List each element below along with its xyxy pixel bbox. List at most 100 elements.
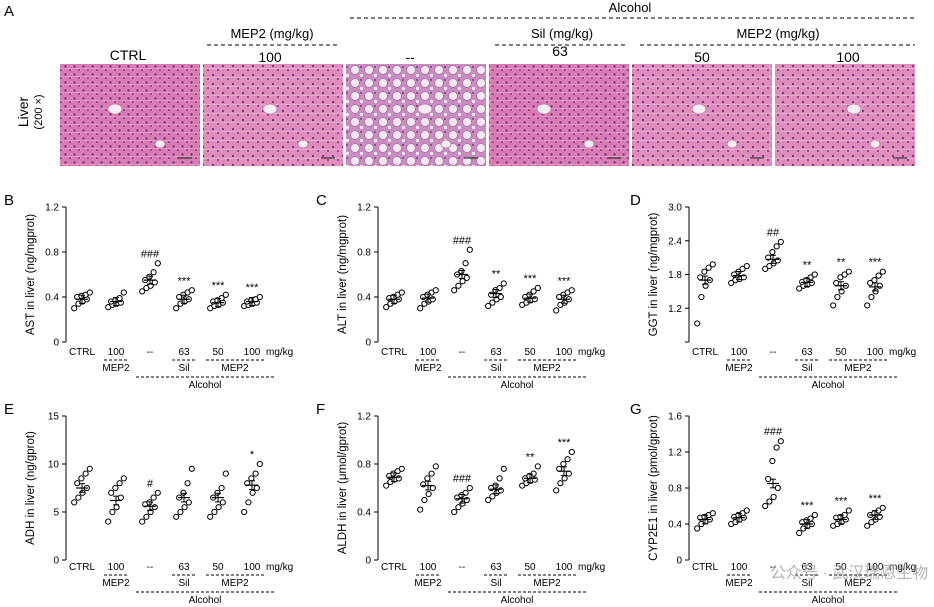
data-point [112, 484, 119, 492]
significance-mark: ### [453, 473, 472, 485]
data-point [837, 274, 844, 281]
x-tick-label: 100 [420, 562, 437, 573]
y-tick-label: 1.6 [668, 412, 682, 423]
data-point [151, 504, 158, 511]
data-point [796, 285, 803, 292]
alcohol-group-label: Alcohol [812, 380, 845, 391]
data-point [868, 293, 875, 301]
vessel-1 [262, 103, 278, 115]
data-point [466, 246, 473, 253]
x-tick-label: 100 [556, 347, 573, 358]
data-point [120, 475, 127, 482]
vessel-2 [417, 103, 433, 115]
data-point [561, 299, 568, 306]
data-point [463, 274, 470, 281]
unit-label: mg/kg [266, 562, 293, 573]
data-point [534, 284, 541, 292]
data-point [207, 513, 214, 520]
data-point [154, 489, 161, 496]
mep2-group-label: MEP2 [414, 363, 442, 374]
x-tick-label: CTRL [69, 562, 96, 573]
y-axis-label: ADH in liver (ng/gprot) [25, 431, 37, 545]
x-tick-label: 63 [801, 347, 813, 358]
micrograph-2 [346, 64, 486, 166]
data-point [113, 504, 120, 511]
data-point [177, 508, 184, 516]
significance-mark: *** [869, 493, 883, 505]
micrograph-4 [632, 64, 772, 166]
data-point [500, 280, 507, 287]
data-point [108, 489, 115, 496]
data-point [215, 504, 222, 511]
data-point [876, 282, 883, 289]
y-tick-label: 0.4 [357, 508, 371, 519]
data-point [211, 508, 218, 516]
data-point [256, 293, 263, 301]
y-tick-label: 0 [676, 556, 682, 567]
data-point [398, 465, 405, 472]
column-title-4: 50 [694, 49, 710, 65]
chart-B: B 0 0.4 0.8 1.2 AST in liver (ng/mgprot) CTRL 1… [4, 192, 293, 391]
data-point [531, 296, 538, 303]
x-tick-label: 100 [244, 562, 261, 573]
mep2-group-label: MEP2 [414, 578, 442, 589]
y-tick-label: 1.2 [668, 304, 682, 315]
data-point [71, 305, 78, 312]
unit-label: mg/kg [889, 562, 916, 573]
data-point [485, 302, 492, 310]
significance-mark: ** [837, 257, 846, 269]
significance-mark: ### [141, 248, 160, 260]
data-point [701, 268, 708, 275]
unit-label: mg/kg [578, 562, 605, 573]
y-tick-label: 2.4 [668, 236, 682, 247]
data-point [769, 457, 776, 465]
x-tick-label: 100 [556, 562, 573, 573]
y-tick-label: 15 [48, 412, 60, 423]
chart-D: D 1.2 1.8 2.4 3.0 GGT in liver (ng/mgprot) CTR… [630, 192, 916, 391]
data-point [244, 480, 251, 487]
micrograph-1 [203, 64, 343, 166]
y-tick-label: 0.8 [357, 248, 371, 259]
sil-group-label: Sil [178, 363, 189, 374]
data-point [451, 287, 458, 294]
data-point [432, 463, 439, 470]
data-point [811, 271, 818, 278]
x-tick-label: 63 [490, 562, 502, 573]
x-tick-label: 100 [420, 347, 437, 358]
watermark-text: 公众号 · 武汉瑞恩生物 [770, 564, 928, 582]
data-point [705, 264, 712, 271]
data-point [424, 475, 431, 482]
y-tick-label: 0 [53, 338, 59, 349]
significance-mark: * [250, 449, 255, 461]
data-point [762, 265, 769, 272]
data-point [497, 487, 504, 494]
micrograph-0 [60, 64, 200, 166]
vessel-b-5 [869, 139, 881, 149]
significance-mark: ### [764, 426, 783, 438]
data-point [534, 463, 541, 470]
significance-mark: *** [869, 257, 883, 269]
data-point [871, 277, 878, 284]
data-point [497, 293, 504, 301]
x-tick-label: 100 [867, 562, 884, 573]
data-point [694, 320, 701, 327]
alcohol-group-label: Alcohol [501, 595, 534, 606]
x-tick-label: -- [770, 562, 777, 573]
data-point [879, 504, 886, 511]
x-tick-label: 100 [108, 347, 125, 358]
significance-mark: ** [492, 269, 501, 281]
x-tick-label: CTRL [381, 562, 408, 573]
data-point [774, 257, 781, 264]
micrograph-row [60, 64, 915, 166]
data-point [86, 289, 93, 296]
y-tick-label: 3.0 [668, 203, 682, 214]
data-point [241, 508, 248, 516]
x-tick-label: 100 [867, 347, 884, 358]
vessel-0 [107, 103, 123, 115]
data-point [553, 487, 560, 494]
significance-mark: ## [767, 227, 780, 239]
data-point [150, 494, 157, 501]
unit-label: mg/kg [578, 347, 605, 358]
column-title-1: 100 [258, 49, 282, 65]
